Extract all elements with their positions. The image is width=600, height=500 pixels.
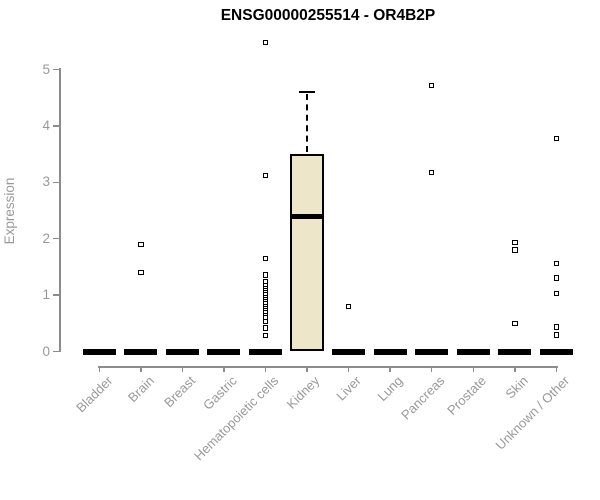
y-tick-label: 4 — [42, 117, 50, 133]
x-tick — [264, 366, 267, 372]
y-tick-label: 0 — [42, 343, 50, 359]
zero-median-bar — [249, 349, 282, 355]
y-tick — [53, 68, 59, 71]
x-tick — [472, 366, 474, 372]
x-tick-label: Gastric — [199, 373, 240, 413]
outlier-point — [345, 303, 352, 310]
x-tick — [98, 366, 101, 372]
outlier-point — [512, 247, 518, 253]
y-tick-label: 2 — [42, 230, 50, 246]
outlier-point — [428, 169, 435, 176]
outlier-point — [262, 332, 269, 339]
zero-median-bar — [207, 349, 241, 355]
x-tick-label: Unknown / Other — [492, 373, 572, 453]
outlier-point — [428, 82, 435, 89]
x-tick — [389, 366, 391, 372]
zero-median-bar — [456, 349, 490, 355]
zero-median-bar — [124, 349, 158, 355]
x-tick — [514, 366, 516, 372]
outlier-point — [138, 241, 144, 248]
y-tick — [53, 350, 59, 353]
y-tick — [53, 294, 59, 296]
outlier-point — [553, 332, 560, 338]
x-tick — [140, 366, 142, 372]
outlier-point — [553, 260, 560, 267]
box — [290, 154, 325, 352]
x-tick — [347, 366, 350, 372]
y-tick-label: 3 — [42, 174, 50, 190]
outlier-point — [553, 324, 560, 330]
outlier-point — [138, 269, 144, 276]
outlier-point — [262, 39, 269, 46]
x-tick-label: Skin — [501, 373, 531, 402]
x-tick — [555, 366, 558, 372]
outlier-point — [512, 239, 518, 246]
y-tick — [53, 237, 59, 240]
box-median — [290, 213, 325, 219]
x-tick-label: Liver — [333, 373, 365, 404]
outlier-point — [512, 320, 518, 327]
outlier-point — [262, 172, 269, 179]
whisker — [306, 94, 309, 153]
whisker-cap — [299, 91, 316, 94]
zero-median-bar — [415, 349, 449, 355]
outlier-point — [262, 272, 269, 278]
x-tick — [223, 366, 225, 372]
y-tick-label: 5 — [42, 61, 50, 77]
x-tick — [306, 366, 308, 372]
outlier-point — [553, 135, 560, 142]
zero-median-bar — [373, 349, 407, 355]
zero-median-bar — [165, 349, 199, 355]
y-tick — [53, 125, 59, 127]
x-tick-label: Kidney — [283, 373, 323, 412]
outlier-point — [553, 290, 560, 297]
y-tick-label: 1 — [42, 287, 50, 303]
y-axis-line — [59, 68, 61, 352]
x-tick — [430, 366, 433, 372]
chart-title: ENSG00000255514 - OR4B2P — [220, 7, 436, 24]
zero-median-bar — [539, 349, 573, 355]
x-tick-label: Pancreas — [397, 373, 448, 423]
x-tick-label: Prostate — [444, 373, 489, 418]
outlier-point — [262, 255, 269, 262]
zero-median-bar — [498, 349, 532, 355]
outlier-point — [262, 318, 269, 325]
x-tick-label: Bladder — [72, 373, 115, 416]
x-tick-label: Lung — [374, 373, 406, 405]
zero-median-bar — [82, 349, 116, 355]
y-tick — [53, 181, 59, 184]
x-axis-line — [98, 366, 558, 368]
x-tick-label: Brain — [124, 373, 157, 406]
outlier-point — [262, 325, 269, 331]
outlier-point — [553, 275, 560, 281]
x-tick-label: Breast — [160, 373, 199, 411]
zero-median-bar — [332, 349, 366, 355]
x-tick — [181, 366, 184, 372]
